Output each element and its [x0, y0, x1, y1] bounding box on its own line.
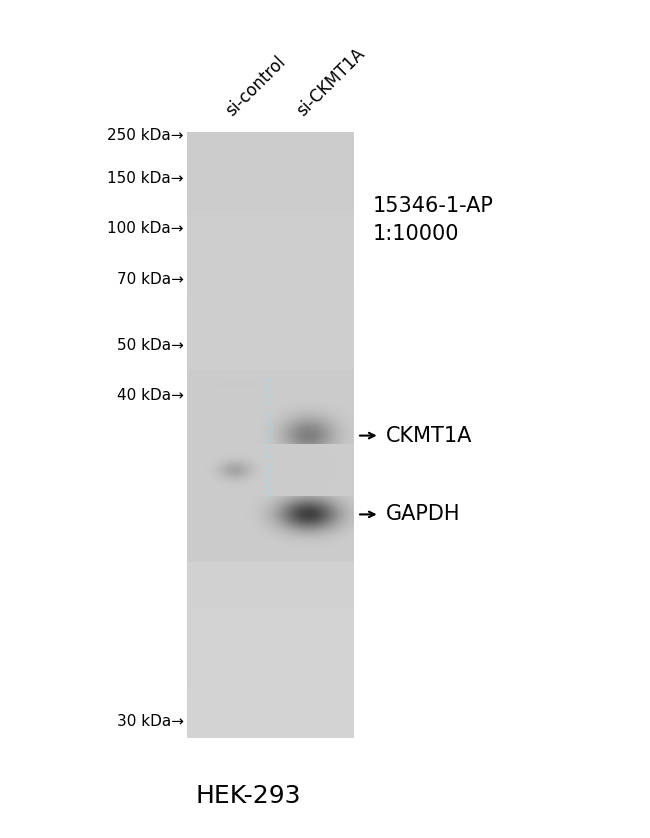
Text: 30 kDa→: 30 kDa→	[117, 714, 184, 729]
Text: si-control: si-control	[222, 54, 289, 121]
Text: 100 kDa→: 100 kDa→	[107, 220, 184, 235]
Text: HEK-293: HEK-293	[195, 784, 301, 809]
Text: 40 kDa→: 40 kDa→	[117, 388, 184, 403]
Text: 70 kDa→: 70 kDa→	[117, 272, 184, 287]
Text: 150 kDa→: 150 kDa→	[107, 171, 184, 186]
Text: 250 kDa→: 250 kDa→	[107, 127, 184, 142]
Text: 15346-1-AP
1:10000: 15346-1-AP 1:10000	[373, 196, 494, 244]
Text: GAPDH: GAPDH	[386, 504, 460, 525]
Text: CKMT1A: CKMT1A	[386, 426, 473, 446]
Text: WWW.PTGLAB.COM: WWW.PTGLAB.COM	[265, 375, 276, 497]
Text: si-CKMT1A: si-CKMT1A	[293, 45, 368, 121]
Text: 50 kDa→: 50 kDa→	[117, 339, 184, 354]
